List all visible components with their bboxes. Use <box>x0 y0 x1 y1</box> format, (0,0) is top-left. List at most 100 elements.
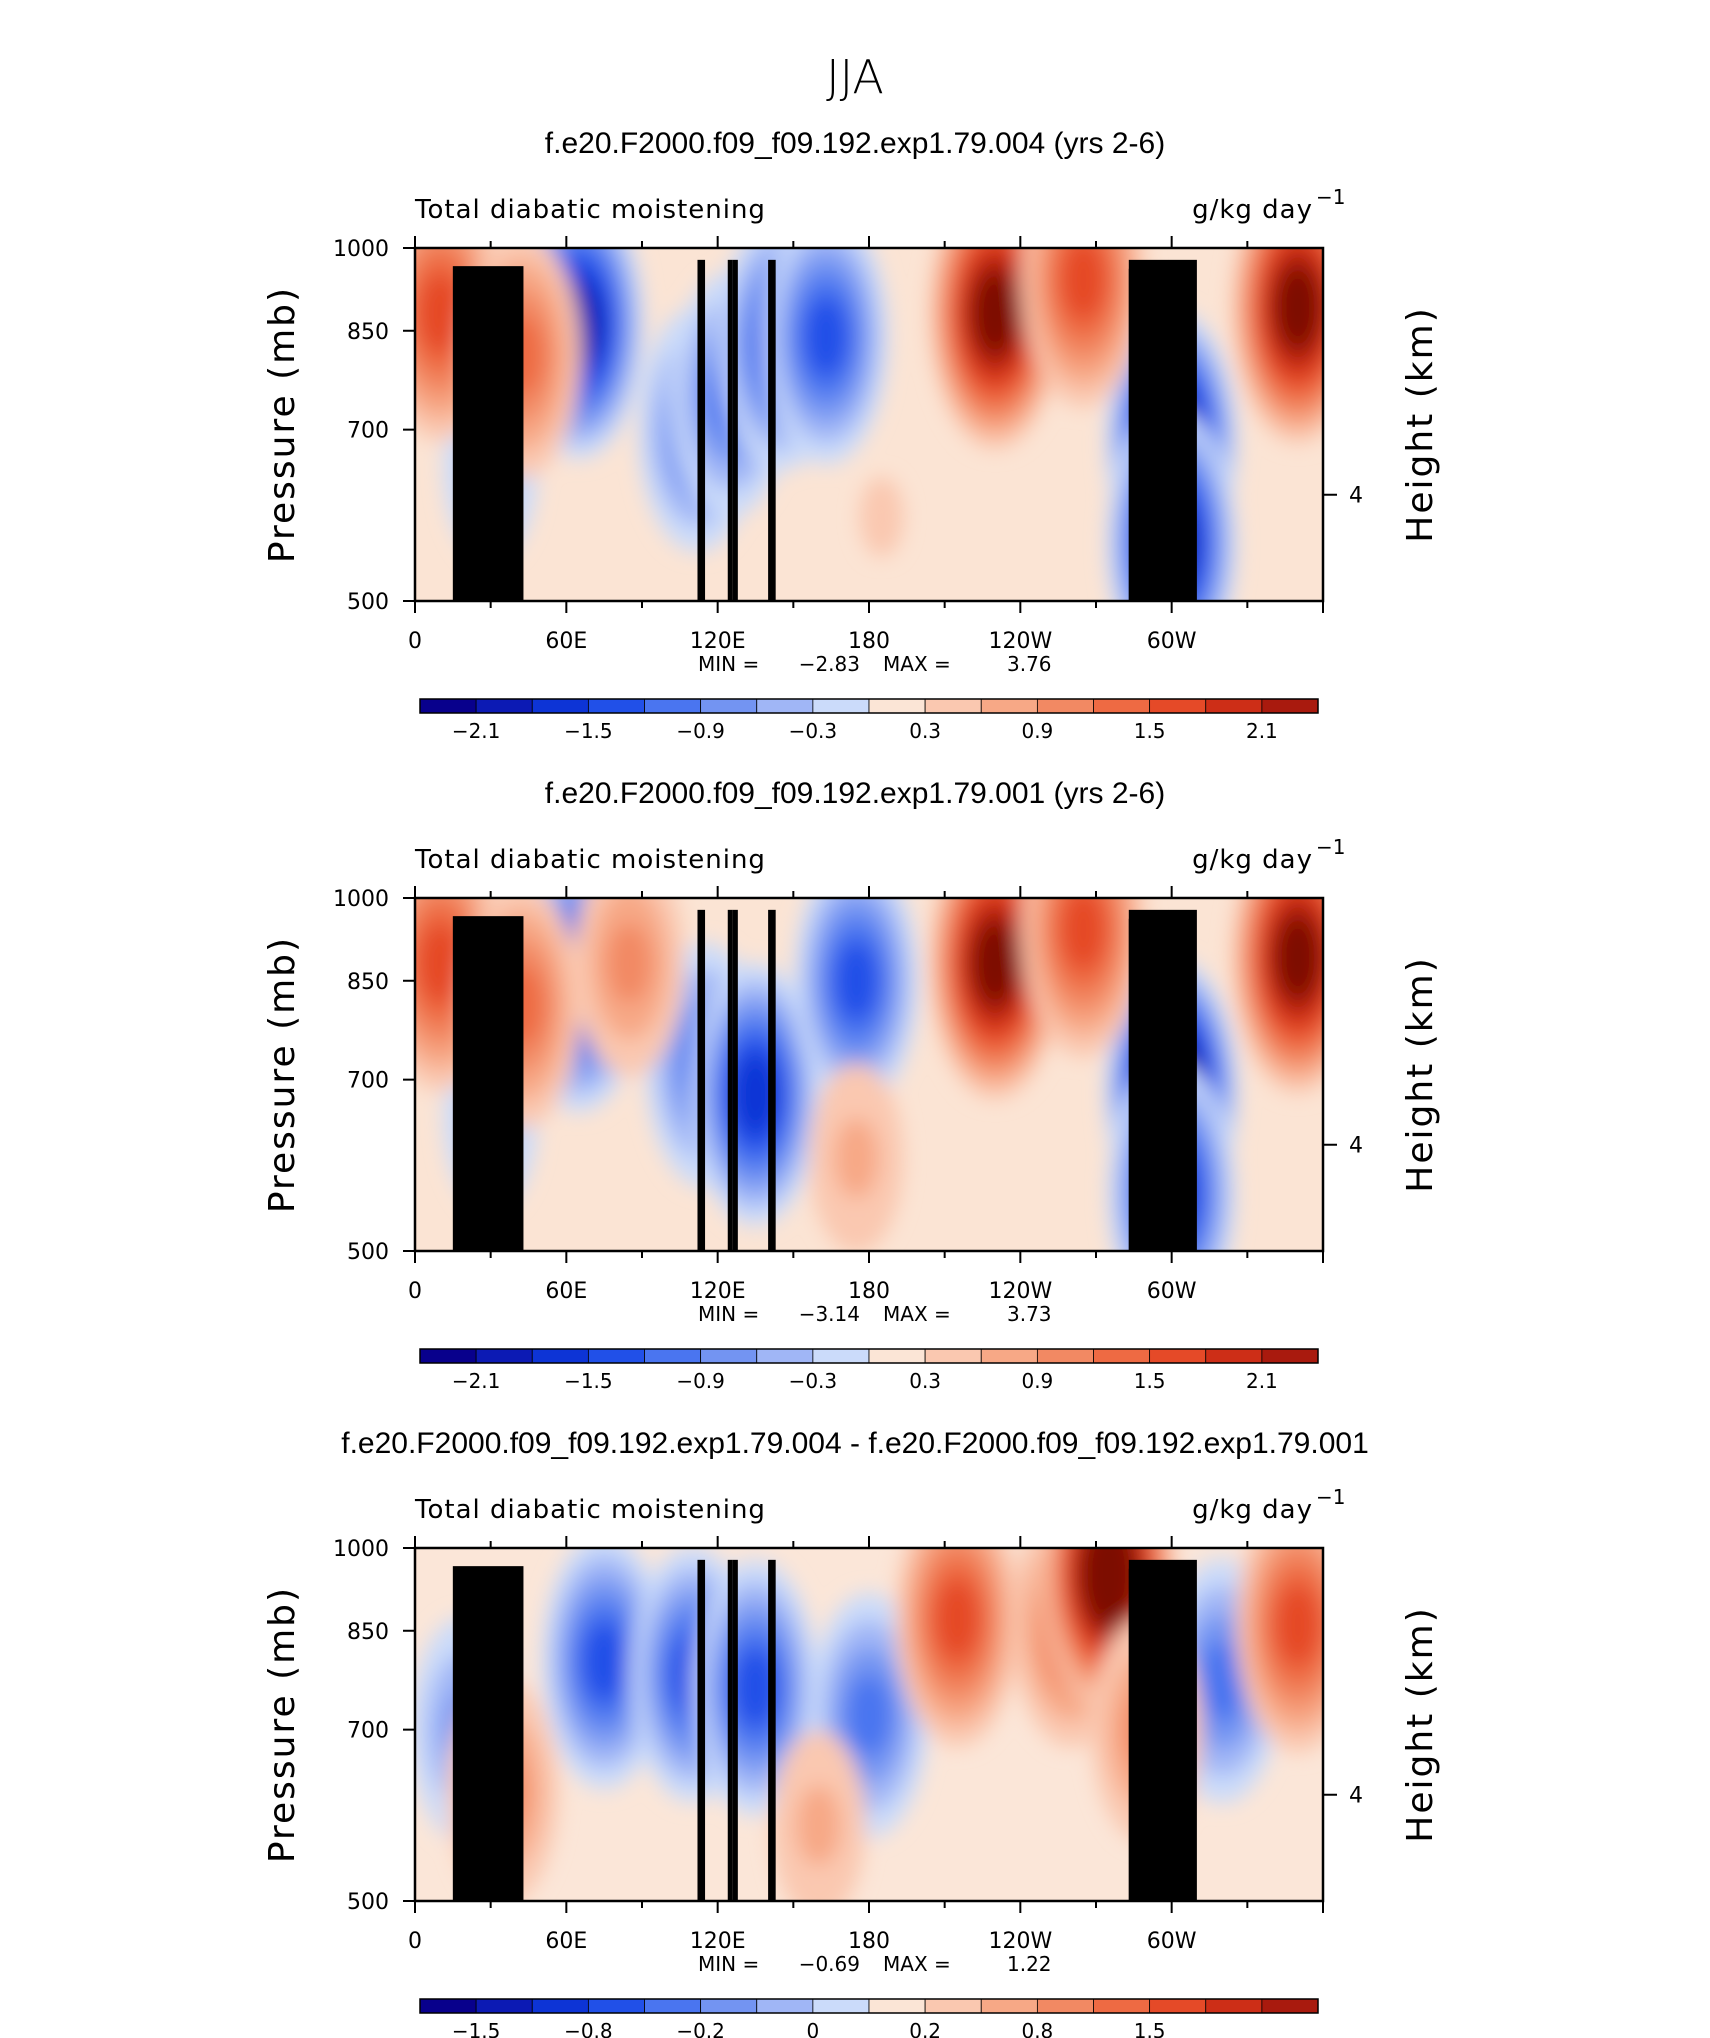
colorbar-label: 1.5 <box>1134 2019 1166 2038</box>
contour-cell <box>1275 1584 1320 1665</box>
terrain-block <box>732 909 738 1251</box>
max-value: 3.76 <box>1007 652 1052 676</box>
terrain-block <box>490 1598 511 1901</box>
colorbar-label: 1.5 <box>1134 1369 1166 1393</box>
contour-field <box>415 248 1323 601</box>
y-tick-label: 850 <box>347 320 389 345</box>
x-tick-label: 180 <box>848 629 890 654</box>
units-exponent: −1 <box>1316 185 1345 209</box>
colorbar-label: 0.3 <box>909 1369 941 1393</box>
colorbar-label: −1.5 <box>452 2019 501 2038</box>
y-right-tick-label: 4 <box>1349 1134 1363 1159</box>
y-tick-label: 700 <box>347 1719 389 1744</box>
colorbar-swatch <box>644 1348 702 1364</box>
x-tick-label: 60E <box>545 1929 587 1954</box>
colorbar-swatch <box>1149 698 1207 714</box>
contour-cell <box>859 476 904 557</box>
max-label: MAX = <box>883 1952 951 1976</box>
units-exponent: −1 <box>1316 1485 1345 1509</box>
colorbar-swatch <box>1036 1998 1094 2014</box>
panel-title: f.e20.F2000.f09_f09.192.exp1.79.004 (yrs… <box>545 127 1165 160</box>
contour-cell <box>418 273 463 354</box>
y-tick-label: 500 <box>347 1240 389 1265</box>
colorbar-label: −2.1 <box>452 719 501 743</box>
colorbar-swatch <box>1093 698 1151 714</box>
colorbar-swatch <box>587 1998 645 2014</box>
terrain-block <box>768 909 776 1251</box>
contour-field <box>415 898 1323 1251</box>
contour-cell <box>733 1054 778 1135</box>
contour-cell <box>1061 898 1106 970</box>
topography <box>452 259 1197 601</box>
y-tick-label: 700 <box>347 419 389 444</box>
min-value: −3.14 <box>799 1302 860 1326</box>
colorbar-label: −0.3 <box>789 1369 838 1393</box>
colorbar: −2.1 −1.5 −0.9 −0.3 0.3 0.9 1.5 2.1 <box>419 1348 1319 1393</box>
x-tick-label: 60E <box>545 629 587 654</box>
colorbar-swatch <box>419 1348 477 1364</box>
variable-label: Total diabatic moistening <box>414 845 766 875</box>
colorbar-swatch <box>475 1998 533 2014</box>
topography <box>452 909 1197 1251</box>
colorbar-swatch <box>1205 1998 1263 2014</box>
colorbar-swatch <box>1205 1348 1263 1364</box>
colorbar-swatch <box>980 1348 1038 1364</box>
colorbar-swatch <box>756 1998 814 2014</box>
y-tick-label: 700 <box>347 1069 389 1094</box>
units-label: g/kg day <box>1192 1495 1313 1525</box>
y-tick-label: 850 <box>347 970 389 995</box>
contour-cell <box>607 923 652 1004</box>
terrain-block <box>1128 909 1197 1251</box>
contour-cell <box>847 1675 891 1756</box>
colorbar-swatch <box>475 698 533 714</box>
contour-cell <box>1061 248 1106 320</box>
x-tick-label: 120W <box>988 1929 1052 1954</box>
topography <box>452 1559 1197 1901</box>
colorbar-swatch <box>868 1348 926 1364</box>
panel-title: f.e20.F2000.f09_f09.192.exp1.79.004 - f.… <box>341 1427 1369 1460</box>
variable-label: Total diabatic moistening <box>414 195 766 225</box>
colorbar-swatch <box>531 1998 589 2014</box>
contour-field <box>415 1548 1323 1901</box>
contour-cell <box>1275 267 1320 348</box>
y-axis-label: Pressure (mb) <box>262 1586 303 1863</box>
terrain-block <box>490 948 511 1251</box>
y-tick-label: 850 <box>347 1620 389 1645</box>
contour-cell <box>834 1118 879 1199</box>
colorbar-swatch <box>419 1998 477 2014</box>
chart-panel-2: f.e20.F2000.f09_f09.192.exp1.79.001 (yrs… <box>262 777 1441 1393</box>
terrain-block <box>727 909 733 1251</box>
terrain-block <box>1128 268 1137 601</box>
max-value: 1.22 <box>1007 1952 1052 1976</box>
y-tick-label: 1000 <box>333 237 389 262</box>
x-tick-label: 120E <box>690 629 746 654</box>
x-tick-label: 0 <box>408 1279 422 1304</box>
terrain-block <box>768 1559 776 1901</box>
terrain-block <box>490 298 511 601</box>
colorbar-swatch <box>700 1998 758 2014</box>
contour-cell <box>733 1647 778 1728</box>
contour-cell <box>804 296 849 377</box>
x-tick-label: 60E <box>545 1279 587 1304</box>
units-label: g/kg day <box>1192 845 1313 875</box>
max-value: 3.73 <box>1007 1302 1052 1326</box>
colorbar-swatch <box>868 698 926 714</box>
colorbar-swatch <box>587 1348 645 1364</box>
y-right-axis-label: Height (km) <box>1400 306 1441 542</box>
colorbar-swatch <box>419 698 477 714</box>
terrain-block <box>510 918 521 1251</box>
units-label: g/kg day <box>1192 195 1313 225</box>
colorbar-label: 0.9 <box>1021 719 1053 743</box>
figure-title: JJA <box>826 50 884 104</box>
colorbar-swatch <box>531 1348 589 1364</box>
contour-cell <box>1200 1641 1245 1722</box>
colorbar-swatch <box>644 698 702 714</box>
x-tick-label: 60W <box>1147 1279 1197 1304</box>
contour-cell <box>935 1578 980 1659</box>
colorbar-label: −0.9 <box>676 1369 725 1393</box>
y-right-axis-label: Height (km) <box>1400 1606 1441 1842</box>
colorbar-label: −1.5 <box>564 1369 613 1393</box>
x-tick-label: 120E <box>690 1929 746 1954</box>
y-tick-label: 1000 <box>333 887 389 912</box>
